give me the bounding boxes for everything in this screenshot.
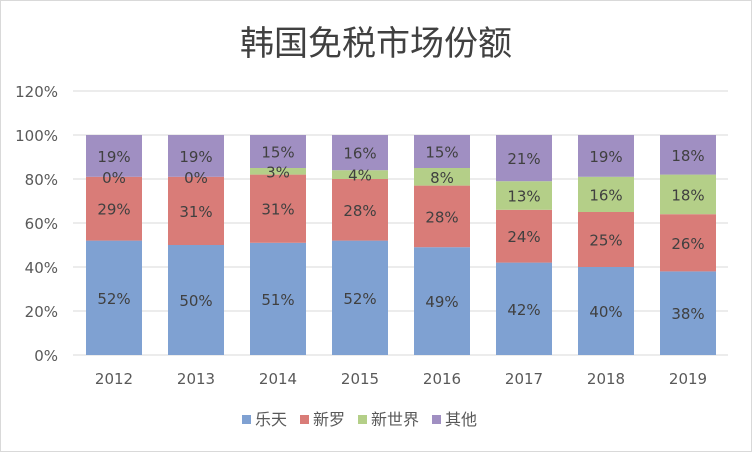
bar-segment	[414, 135, 470, 168]
x-tick-label: 2015	[341, 370, 379, 388]
y-tick-label: 80%	[25, 171, 58, 189]
legend-swatch	[300, 415, 309, 424]
data-label: 28%	[343, 202, 376, 220]
legend-label: 新罗	[313, 410, 345, 429]
bar-segment	[578, 176, 634, 212]
data-label: 52%	[97, 290, 130, 308]
bar-segment	[168, 135, 224, 177]
legend-label: 乐天	[255, 410, 287, 429]
data-label: 8%	[430, 169, 454, 187]
bar-segment	[332, 170, 388, 179]
y-tick-label: 100%	[15, 127, 58, 145]
bar-segment	[332, 179, 388, 241]
legend-label: 其他	[445, 410, 477, 429]
data-label: 15%	[425, 144, 458, 162]
bar-segment	[578, 212, 634, 267]
data-label: 18%	[671, 147, 704, 165]
x-tick-label: 2016	[423, 370, 461, 388]
bar-segment	[332, 135, 388, 171]
y-tick-label: 40%	[25, 259, 58, 277]
data-label: 4%	[348, 167, 372, 185]
bar-segment	[250, 242, 306, 355]
x-tick-label: 2012	[95, 370, 133, 388]
data-label: 13%	[507, 188, 540, 206]
data-label: 19%	[179, 148, 212, 166]
bar-segment	[332, 240, 388, 355]
bar-segment	[578, 267, 634, 355]
x-tick-label: 2018	[587, 370, 625, 388]
data-label: 26%	[671, 235, 704, 253]
data-label: 25%	[589, 232, 622, 250]
x-tick-label: 2019	[669, 370, 707, 388]
bar-segment	[168, 245, 224, 355]
bar-segment	[496, 135, 552, 182]
data-label: 16%	[589, 186, 622, 204]
data-label: 52%	[343, 290, 376, 308]
bar-segment	[86, 176, 142, 241]
data-label: 19%	[589, 148, 622, 166]
data-label: 38%	[671, 305, 704, 323]
bar-segment	[414, 247, 470, 355]
bar-segment	[496, 209, 552, 263]
y-tick-label: 120%	[15, 83, 58, 101]
data-label: 40%	[589, 303, 622, 321]
x-tick-label: 2014	[259, 370, 297, 388]
y-tick-label: 0%	[34, 347, 58, 365]
y-tick-label: 60%	[25, 215, 58, 233]
data-label: 31%	[261, 201, 294, 219]
y-tick-label: 20%	[25, 303, 58, 321]
data-label: 31%	[179, 203, 212, 221]
bar-segment	[496, 262, 552, 355]
bar-segment	[496, 181, 552, 210]
data-label: 18%	[671, 186, 704, 204]
data-label: 28%	[425, 208, 458, 226]
data-label: 16%	[343, 145, 376, 163]
data-label: 51%	[261, 291, 294, 309]
bar-segment	[250, 168, 306, 175]
legend-swatch	[432, 415, 441, 424]
data-label: 29%	[97, 201, 130, 219]
data-label: 0%	[184, 169, 208, 187]
legend-swatch	[242, 415, 251, 424]
chart-title: 韩国免税市场份额	[240, 24, 512, 64]
data-label: 24%	[507, 228, 540, 246]
data-label: 50%	[179, 292, 212, 310]
data-label: 19%	[97, 148, 130, 166]
x-tick-label: 2013	[177, 370, 215, 388]
data-label: 21%	[507, 150, 540, 168]
bar-segment	[250, 174, 306, 243]
legend-swatch	[358, 415, 367, 424]
data-label: 42%	[507, 301, 540, 319]
bar-segment	[660, 271, 716, 355]
bar-segment	[578, 135, 634, 177]
data-label: 49%	[425, 293, 458, 311]
bar-segment	[660, 135, 716, 175]
bar-segment	[660, 174, 716, 215]
bar-segment	[250, 135, 306, 168]
bar-segment	[414, 168, 470, 186]
bar-segment	[660, 214, 716, 272]
x-tick-label: 2017	[505, 370, 543, 388]
bar-segment	[86, 240, 142, 355]
bar-segment	[414, 185, 470, 248]
bar-segment	[86, 135, 142, 177]
data-label: 3%	[266, 163, 290, 181]
legend-label: 新世界	[371, 410, 419, 429]
data-label: 0%	[102, 169, 126, 187]
data-label: 15%	[261, 144, 294, 162]
bar-segment	[168, 176, 224, 245]
